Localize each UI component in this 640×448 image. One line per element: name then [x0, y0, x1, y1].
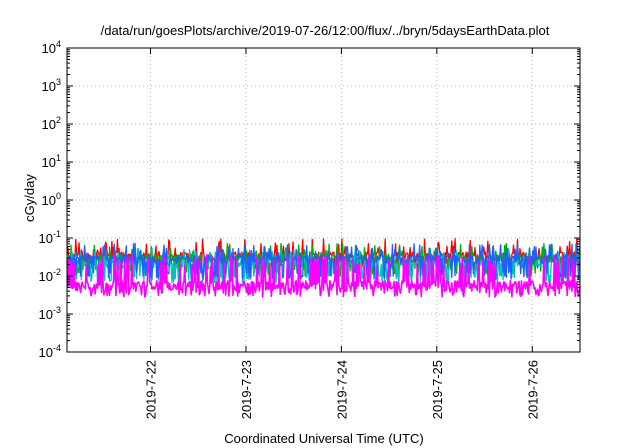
x-axis-label: Coordinated Universal Time (UTC): [224, 431, 423, 446]
y-tick-label-exponent: -1: [53, 229, 61, 239]
y-tick-label: 100: [42, 191, 61, 208]
y-tick-label: 104: [42, 39, 61, 56]
y-tick-label-base: 10: [42, 193, 56, 208]
series-line: [66, 254, 581, 298]
y-tick-label-exponent: 3: [56, 77, 61, 87]
plot-frame: [66, 47, 581, 353]
y-tick-label-base: 10: [39, 307, 53, 322]
chart-title: /data/run/goesPlots/archive/2019-07-26/1…: [101, 23, 550, 38]
y-tick-label: 10-1: [39, 229, 61, 246]
y-tick-label: 102: [42, 115, 61, 132]
y-tick-label-base: 10: [42, 41, 56, 56]
y-tick-label-base: 10: [39, 345, 53, 360]
y-tick-label-base: 10: [42, 79, 56, 94]
axes: [66, 47, 581, 353]
series-group: [66, 238, 581, 298]
tick-labels: 10-410-310-210-11001011021031042019-7-22…: [39, 39, 541, 419]
x-tick-label: 2019-7-26: [525, 360, 540, 419]
grid: [67, 48, 580, 352]
y-tick-label-exponent: 4: [56, 39, 61, 49]
y-tick-label-exponent: -2: [53, 267, 61, 277]
y-tick-label-exponent: -3: [53, 305, 61, 315]
y-tick-label-base: 10: [42, 155, 56, 170]
y-axis-label: cGy/day: [22, 174, 37, 222]
y-tick-label-base: 10: [39, 231, 53, 246]
y-tick-label-exponent: -4: [53, 343, 61, 353]
y-tick-label-exponent: 1: [56, 153, 61, 163]
y-tick-label-exponent: 0: [56, 191, 61, 201]
y-tick-label: 103: [42, 77, 61, 94]
y-tick-label: 10-2: [39, 267, 61, 284]
y-tick-label: 101: [42, 153, 61, 170]
y-tick-label-base: 10: [42, 117, 56, 132]
x-tick-label: 2019-7-25: [430, 360, 445, 419]
y-tick-label-base: 10: [39, 269, 53, 284]
y-tick-label-exponent: 2: [56, 115, 61, 125]
x-tick-label: 2019-7-22: [144, 360, 159, 419]
y-tick-label: 10-4: [39, 343, 61, 360]
x-tick-label: 2019-7-23: [239, 360, 254, 419]
y-tick-label: 10-3: [39, 305, 61, 322]
x-tick-label: 2019-7-24: [334, 360, 349, 419]
